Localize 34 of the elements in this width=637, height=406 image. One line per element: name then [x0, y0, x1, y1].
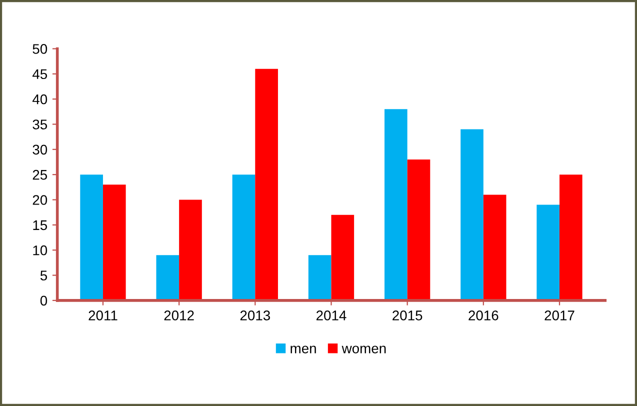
bar	[560, 174, 582, 300]
x-tick-label: 2012	[164, 310, 194, 320]
y-tick-label: 30	[32, 144, 48, 155]
y-tick-label: 10	[33, 245, 48, 256]
x-tick-label: 2013	[240, 310, 270, 320]
bar	[483, 194, 506, 300]
bar	[156, 255, 180, 300]
y-tick-label: 20	[32, 195, 48, 205]
x-tick-label: 2016	[468, 310, 498, 320]
x-tick-label: 2011	[88, 310, 118, 320]
y-tick-label: 45	[32, 69, 48, 80]
y-tick-label: 35	[32, 120, 48, 130]
y-tick-label: 5	[40, 270, 48, 280]
y-tick-label: 40	[32, 94, 48, 104]
bar	[80, 174, 103, 300]
legend-label: women	[342, 346, 386, 354]
bar	[308, 255, 332, 300]
bar	[255, 68, 278, 300]
y-tick-label: 15	[33, 220, 48, 230]
bar	[102, 184, 126, 300]
x-tick-label: 2017	[544, 310, 574, 320]
bar	[460, 129, 484, 300]
bar	[384, 109, 408, 300]
x-tick-label: 2014	[316, 310, 346, 320]
legend-label: men	[290, 346, 316, 354]
bar	[232, 174, 256, 300]
bar	[331, 214, 354, 300]
bar	[536, 204, 560, 300]
y-tick-label: 25	[32, 170, 48, 180]
y-tick-label: 0	[40, 296, 48, 306]
bar	[407, 159, 430, 300]
x-tick-label: 2015	[392, 310, 422, 320]
bar	[179, 200, 202, 300]
y-tick-label: 50	[32, 44, 48, 54]
